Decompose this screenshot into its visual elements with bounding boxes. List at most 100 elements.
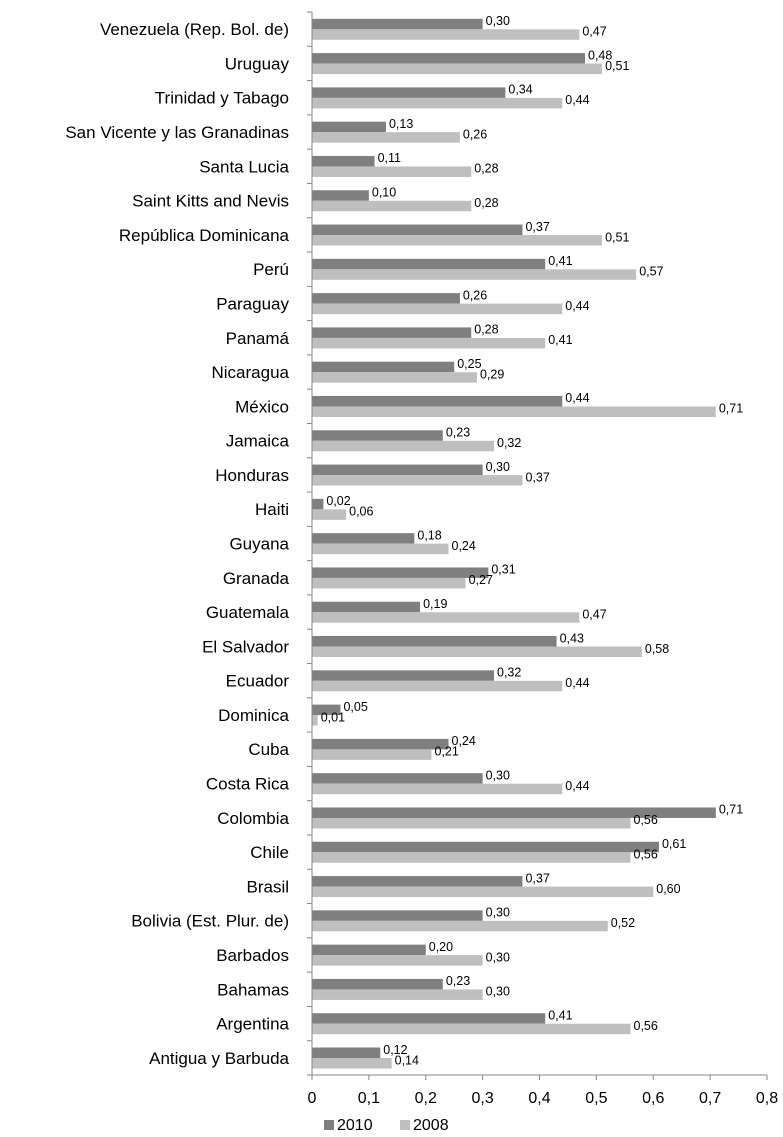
bar-2010 xyxy=(312,498,324,510)
bar-2010 xyxy=(312,361,455,373)
bar-2008 xyxy=(312,646,642,658)
category-label: Paraguay xyxy=(216,294,289,313)
data-label-2010: 0,13 xyxy=(389,117,413,131)
value-label-group: 0,300,470,480,510,340,440,130,260,110,28… xyxy=(321,14,744,1067)
bar-2008 xyxy=(312,612,580,623)
bar-2008 xyxy=(312,406,716,417)
category-label: Guatemala xyxy=(206,603,290,622)
data-label-2008: 0,60 xyxy=(656,882,680,896)
bar-2010 xyxy=(312,53,585,64)
category-label: Trinidad y Tabago xyxy=(155,89,289,108)
data-label-2010: 0,02 xyxy=(326,494,350,508)
bar-2008 xyxy=(312,852,631,863)
bar-2008 xyxy=(312,1023,631,1035)
data-label-2010: 0,23 xyxy=(446,974,470,988)
data-label-2010: 0,30 xyxy=(486,14,510,28)
category-label: Dominica xyxy=(218,706,289,725)
data-label-2008: 0,44 xyxy=(565,93,589,107)
data-label-2008: 0,01 xyxy=(321,710,345,724)
bar-2010 xyxy=(312,293,460,304)
bar-2010 xyxy=(312,87,506,98)
data-label-2008: 0,27 xyxy=(469,573,493,587)
category-label: El Salvador xyxy=(202,637,289,656)
bar-2008 xyxy=(312,920,608,932)
bar-2008 xyxy=(312,303,563,315)
x-tick-label: 0,1 xyxy=(358,1090,380,1107)
bar-2008 xyxy=(312,989,483,1000)
category-label: Costa Rica xyxy=(206,775,290,794)
bar-2010 xyxy=(312,567,489,578)
data-label-2008: 0,21 xyxy=(434,745,458,759)
data-label-2010: 0,19 xyxy=(423,597,447,611)
data-label-2010: 0,41 xyxy=(548,254,572,268)
bar-2010 xyxy=(312,327,472,338)
category-label: Haiti xyxy=(255,500,289,519)
x-tick-label: 0,3 xyxy=(472,1090,494,1107)
category-label: Nicaragua xyxy=(212,363,290,382)
bar-2010 xyxy=(312,876,523,887)
data-label-2008: 0,56 xyxy=(634,848,658,862)
bar-2010 xyxy=(312,944,426,956)
bar-2010 xyxy=(312,738,449,750)
data-label-2008: 0,44 xyxy=(565,676,589,690)
category-label: Honduras xyxy=(215,466,289,485)
category-label: Jamaica xyxy=(226,432,290,451)
bar-2010 xyxy=(312,1047,381,1059)
data-label-2010: 0,30 xyxy=(486,768,510,782)
x-tick-label: 0,6 xyxy=(642,1090,664,1107)
bar-2008 xyxy=(312,29,580,40)
bar-2008 xyxy=(312,132,460,143)
data-label-2008: 0,29 xyxy=(480,367,504,381)
category-label: Venezuela (Rep. Bol. de) xyxy=(100,20,289,39)
category-label: Colombia xyxy=(217,809,289,828)
data-label-2008: 0,41 xyxy=(548,333,572,347)
category-label: Barbados xyxy=(216,946,289,965)
data-label-2008: 0,26 xyxy=(463,127,487,141)
data-label-2010: 0,28 xyxy=(474,323,498,337)
category-label: Saint Kitts and Nevis xyxy=(132,192,289,211)
category-label: Perú xyxy=(253,260,289,279)
data-label-2010: 0,43 xyxy=(560,631,584,645)
bar-2010 xyxy=(312,910,483,921)
bar-2008 xyxy=(312,680,563,692)
bar-2008 xyxy=(312,577,466,589)
data-label-2010: 0,61 xyxy=(662,837,686,851)
category-label: San Vicente y las Granadinas xyxy=(65,123,289,142)
bar-2010 xyxy=(312,670,494,681)
category-label: Bolivia (Est. Plur. de) xyxy=(131,912,289,931)
bar-2010 xyxy=(312,121,386,133)
data-label-2010: 0,10 xyxy=(372,186,396,200)
bar-2008 xyxy=(312,955,483,966)
category-label: Argentina xyxy=(216,1015,289,1034)
data-label-2008: 0,52 xyxy=(611,916,635,930)
x-tick-label: 0,7 xyxy=(699,1090,721,1107)
data-label-2010: 0,30 xyxy=(486,906,510,920)
category-label: México xyxy=(235,397,289,416)
bar-2010 xyxy=(312,773,483,784)
data-label-2008: 0,37 xyxy=(525,470,549,484)
bar-2008 xyxy=(312,235,603,246)
bar-2008 xyxy=(312,543,449,555)
data-label-2010: 0,23 xyxy=(446,426,470,440)
legend-label-2008: 2008 xyxy=(413,1117,449,1134)
bar-2010 xyxy=(312,601,421,613)
category-label: Uruguay xyxy=(225,54,290,73)
bar-2010 xyxy=(312,1013,546,1024)
data-label-2010: 0,30 xyxy=(486,460,510,474)
bar-2008 xyxy=(312,269,637,280)
bar-2010 xyxy=(312,464,483,476)
bar-2010 xyxy=(312,533,415,544)
data-label-2008: 0,57 xyxy=(639,265,663,279)
category-label: Guyana xyxy=(229,535,289,554)
category-label: Cuba xyxy=(248,740,289,759)
bar-2008 xyxy=(312,337,546,349)
bar-2008 xyxy=(312,440,494,452)
data-label-2010: 0,05 xyxy=(343,700,367,714)
category-label: Santa Lucia xyxy=(199,157,289,176)
bar-2010 xyxy=(312,807,716,818)
bar-2010 xyxy=(312,18,483,30)
bar-2008 xyxy=(312,817,631,829)
data-label-2008: 0,47 xyxy=(582,25,606,39)
data-label-2008: 0,24 xyxy=(452,539,476,553)
